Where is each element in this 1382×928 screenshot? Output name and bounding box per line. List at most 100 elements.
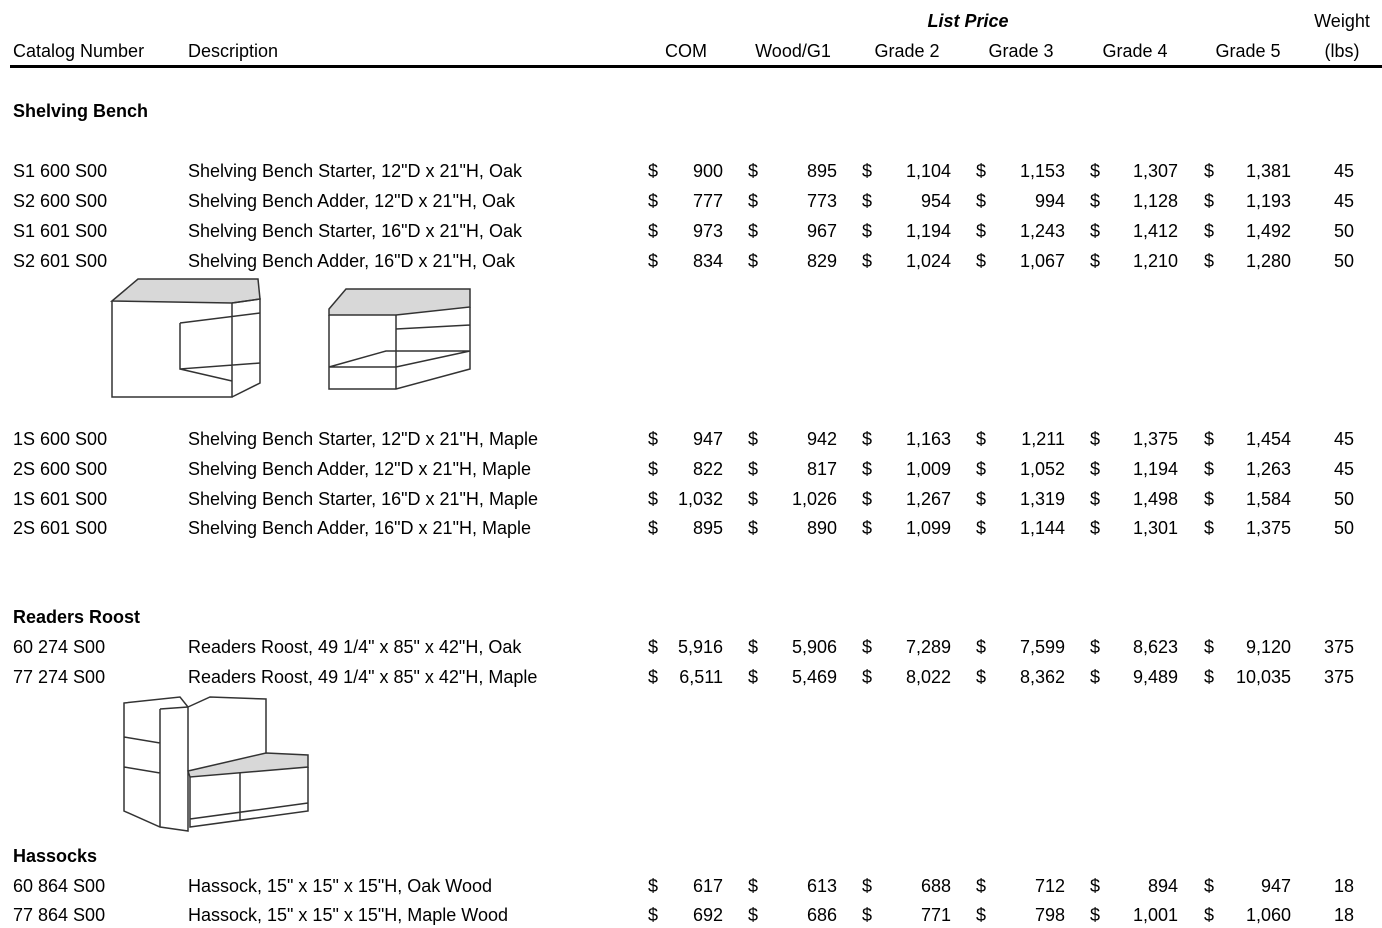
catalog-number: S1 600 S00 — [13, 161, 108, 181]
currency-symbol: $ — [862, 667, 873, 687]
price: 10,035 — [1235, 667, 1291, 687]
currency-symbol: $ — [748, 221, 759, 241]
price: 1,301 — [1132, 518, 1178, 538]
price: 890 — [806, 518, 837, 538]
currency-symbol: $ — [1204, 161, 1215, 181]
currency-symbol: $ — [748, 191, 759, 211]
currency-symbol: $ — [976, 518, 987, 538]
currency-symbol: $ — [862, 489, 873, 509]
description: Shelving Bench Starter, 16"D x 21"H, Map… — [188, 489, 538, 509]
currency-symbol: $ — [648, 905, 659, 925]
price: 7,289 — [905, 637, 951, 657]
currency-symbol: $ — [648, 251, 659, 271]
description: Shelving Bench Starter, 12"D x 21"H, Oak — [188, 161, 522, 181]
price: 1,454 — [1245, 429, 1291, 449]
currency-symbol: $ — [862, 637, 873, 657]
currency-symbol: $ — [748, 429, 759, 449]
currency-symbol: $ — [1204, 489, 1215, 509]
currency-symbol: $ — [748, 637, 759, 657]
price: 7,599 — [1019, 637, 1065, 657]
price: 1,144 — [1019, 518, 1065, 538]
weight: 50 — [1333, 251, 1354, 271]
price: 1,163 — [905, 429, 951, 449]
weight: 45 — [1333, 161, 1354, 181]
description: Shelving Bench Starter, 16"D x 21"H, Oak — [188, 221, 522, 241]
price: 798 — [1034, 905, 1065, 925]
currency-symbol: $ — [748, 667, 759, 687]
section-title: Hassocks — [13, 846, 98, 866]
section-title: Readers Roost — [13, 607, 141, 627]
catalog-number: 60 274 S00 — [13, 637, 106, 657]
price-column-heading: COM — [665, 41, 707, 61]
description-heading: Description — [188, 41, 279, 61]
currency-symbol: $ — [748, 251, 759, 271]
currency-symbol: $ — [862, 221, 873, 241]
weight-unit-heading: (lbs) — [1324, 41, 1360, 61]
weight: 50 — [1333, 518, 1354, 538]
price: 5,916 — [677, 637, 723, 657]
price: 1,412 — [1132, 221, 1178, 241]
price: 8,022 — [905, 667, 951, 687]
price: 1,584 — [1245, 489, 1291, 509]
price: 1,052 — [1019, 459, 1065, 479]
description: Hassock, 15" x 15" x 15"H, Maple Wood — [188, 905, 508, 925]
currency-symbol: $ — [1204, 876, 1215, 896]
currency-symbol: $ — [976, 905, 987, 925]
currency-symbol: $ — [1090, 905, 1101, 925]
price: 967 — [806, 221, 837, 241]
price: 834 — [692, 251, 723, 271]
currency-symbol: $ — [648, 667, 659, 687]
price: 942 — [806, 429, 837, 449]
currency-symbol: $ — [1090, 161, 1101, 181]
currency-symbol: $ — [648, 459, 659, 479]
price: 1,067 — [1019, 251, 1065, 271]
currency-symbol: $ — [648, 429, 659, 449]
price: 1,032 — [677, 489, 723, 509]
price: 1,153 — [1019, 161, 1065, 181]
currency-symbol: $ — [748, 905, 759, 925]
weight: 18 — [1333, 905, 1354, 925]
currency-symbol: $ — [1204, 459, 1215, 479]
description: Shelving Bench Adder, 12"D x 21"H, Maple — [188, 459, 531, 479]
currency-symbol: $ — [862, 429, 873, 449]
price: 771 — [920, 905, 951, 925]
currency-symbol: $ — [748, 161, 759, 181]
weight: 45 — [1333, 459, 1354, 479]
price: 895 — [806, 161, 837, 181]
currency-symbol: $ — [1090, 191, 1101, 211]
price: 617 — [692, 876, 723, 896]
price: 1,492 — [1245, 221, 1291, 241]
currency-symbol: $ — [748, 459, 759, 479]
currency-symbol: $ — [862, 459, 873, 479]
catalog-number: 2S 601 S00 — [13, 518, 108, 538]
price: 1,243 — [1019, 221, 1065, 241]
currency-symbol: $ — [862, 191, 873, 211]
price: 777 — [692, 191, 723, 211]
price: 1,024 — [905, 251, 951, 271]
price: 1,267 — [905, 489, 951, 509]
readers-roost-image — [123, 696, 309, 832]
price: 894 — [1147, 876, 1178, 896]
weight: 50 — [1333, 489, 1354, 509]
currency-symbol: $ — [1204, 429, 1215, 449]
price: 1,194 — [1132, 459, 1178, 479]
price: 1,026 — [791, 489, 837, 509]
currency-symbol: $ — [1090, 489, 1101, 509]
price: 1,375 — [1245, 518, 1291, 538]
price: 1,009 — [905, 459, 951, 479]
price: 822 — [692, 459, 723, 479]
price: 1,194 — [905, 221, 951, 241]
currency-symbol: $ — [862, 161, 873, 181]
price: 712 — [1034, 876, 1065, 896]
weight-heading: Weight — [1314, 11, 1370, 31]
catalog-number: 1S 601 S00 — [13, 489, 108, 509]
weight: 45 — [1333, 429, 1354, 449]
price: 973 — [692, 221, 723, 241]
price: 1,381 — [1245, 161, 1291, 181]
price: 1,104 — [905, 161, 951, 181]
price: 686 — [806, 905, 837, 925]
currency-symbol: $ — [1204, 637, 1215, 657]
description: Shelving Bench Adder, 12"D x 21"H, Oak — [188, 191, 515, 211]
shelving-bench-adder-image — [328, 288, 471, 390]
currency-symbol: $ — [1090, 876, 1101, 896]
